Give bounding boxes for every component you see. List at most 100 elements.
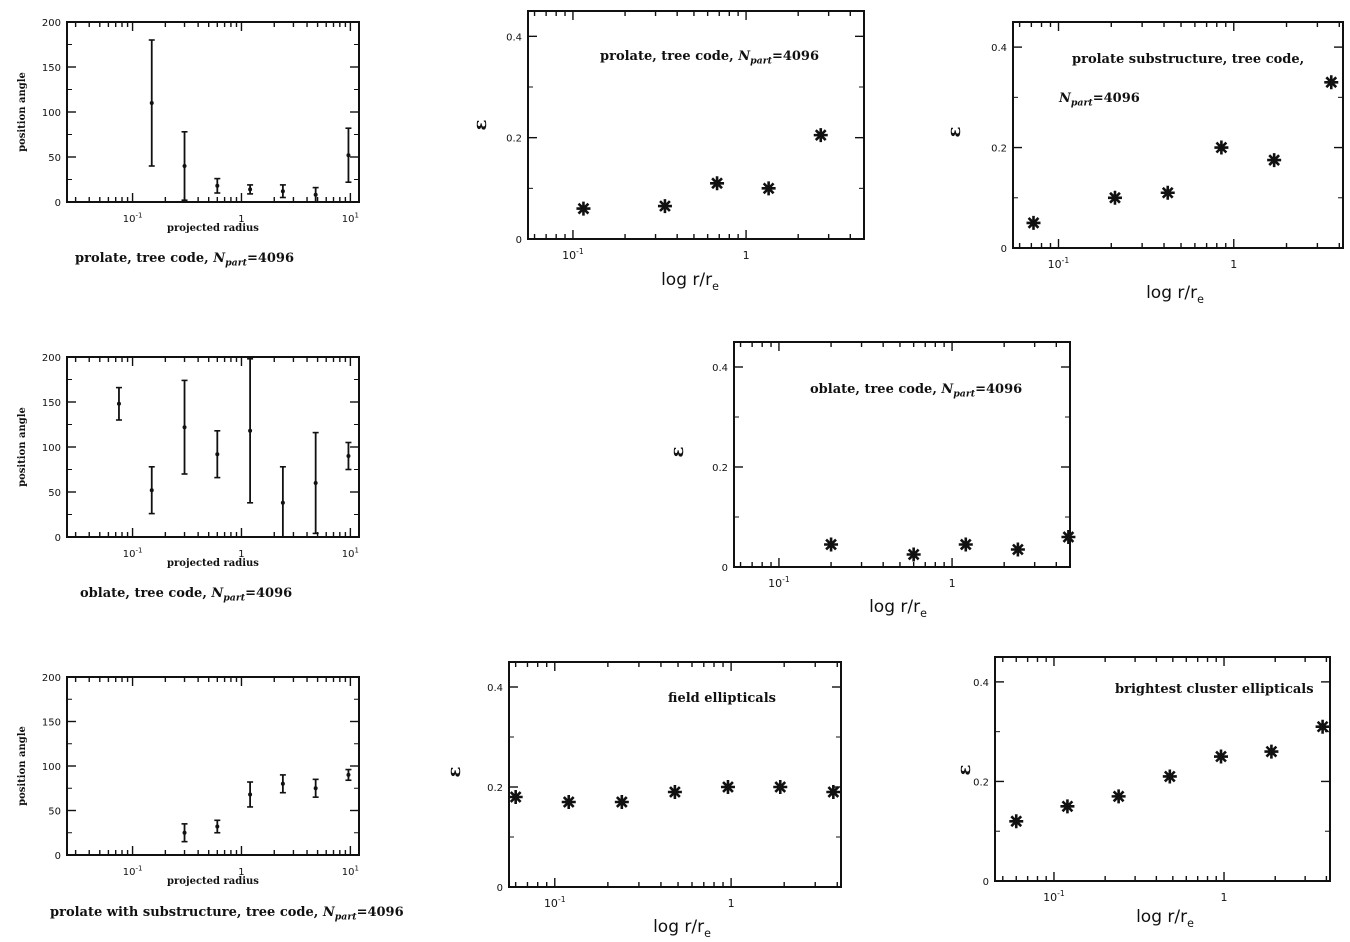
panel-caption: oblate, tree code, Npart=4096 (80, 586, 292, 604)
panel-annotation: prolate substructure, tree code, (1072, 52, 1304, 67)
data-point-star (1162, 769, 1177, 784)
panel-4: 10-1 1 101 0 50 100 150 200 projected radius posi… (17, 353, 360, 604)
y-axis-label: position angle (17, 72, 28, 152)
plot-frame (66, 21, 360, 203)
y-tick-label: 0.4 (506, 32, 522, 43)
panel-annotation: oblate, tree code, Npart=4096 (810, 382, 1022, 400)
x-tick-label: 10-1 (768, 575, 790, 590)
panel-1: 10-1 1 101 0 50 100 150 200 projected radius posi… (17, 18, 360, 269)
plot-frame (1012, 21, 1344, 249)
y-tick-label: 50 (48, 488, 61, 499)
data-point-star (1264, 744, 1279, 759)
data-point (280, 500, 285, 505)
plot-frame (66, 676, 360, 856)
panel-7: 10-1 1 0 0.2 0.4 log r/re ε field ellipticals (444, 661, 842, 940)
data-point-star (1107, 190, 1122, 205)
x-tick-label: 1 (728, 897, 735, 910)
y-tick-label: 0.4 (487, 683, 503, 694)
data-point-star (1026, 215, 1041, 230)
data-point-star (576, 201, 591, 216)
data-point (346, 772, 351, 777)
y-tick-label: 0 (55, 851, 61, 862)
data-point-star (906, 547, 921, 562)
plot-frame (994, 656, 1331, 882)
x-tick-label: 1 (238, 214, 244, 225)
data-point-star (1214, 140, 1229, 155)
y-tick-label: 0.2 (991, 144, 1007, 155)
data-point-star (826, 785, 841, 799)
data-point (313, 192, 318, 197)
x-axis-label: log r/re (869, 597, 927, 620)
y-axis-label: ε (667, 447, 688, 458)
y-tick-label: 200 (42, 353, 61, 364)
y-tick-label: 0 (497, 883, 503, 894)
y-tick-label: 0 (55, 198, 61, 209)
panel-2: 10-1 1 0 0.2 0.4 log r/re ε prolate, tree code,… (470, 10, 865, 293)
data-point (215, 452, 220, 457)
panel-5: 10-1 1 0 0.2 0.4 log r/re ε oblate, tree code, … (667, 341, 1076, 620)
data-point (182, 164, 187, 168)
data-point-star (824, 537, 839, 552)
y-tick-label: 0.2 (712, 463, 728, 474)
y-axis-label: ε (444, 767, 465, 778)
y-axis-label: position angle (17, 407, 28, 487)
data-point-star (1061, 530, 1076, 544)
data-point (313, 481, 318, 485)
y-tick-label: 0.4 (973, 678, 989, 689)
x-tick-label: 10-1 (1048, 256, 1070, 271)
data-point-star (1315, 719, 1330, 734)
panel-6: 10-1 1 101 0 50 100 150 200 projected radius posi… (17, 673, 404, 923)
x-axis-label: log r/re (1146, 283, 1204, 306)
y-tick-label: 0 (722, 563, 728, 574)
y-tick-label: 100 (42, 762, 61, 773)
data-point (280, 781, 285, 786)
x-axis-label: projected radius (167, 223, 259, 234)
y-tick-label: 0 (1001, 244, 1007, 255)
data-point (149, 101, 154, 105)
x-tick-label: 1 (1221, 891, 1228, 904)
plot-frame (527, 10, 865, 240)
data-point-star (1111, 789, 1126, 804)
y-tick-label: 150 (42, 63, 61, 74)
plot-frame (508, 661, 842, 888)
x-axis-label: projected radius (167, 876, 259, 887)
panel-8: 10-1 1 0 0.2 0.4 log r/re ε brightest cluster e… (954, 656, 1331, 930)
data-point (149, 488, 154, 493)
x-tick-label: 10-1 (1043, 889, 1065, 904)
x-axis-label: log r/re (653, 917, 711, 940)
data-point (182, 425, 187, 430)
y-tick-label: 0.2 (973, 777, 989, 788)
data-point (248, 428, 253, 433)
x-axis-label: log r/re (661, 270, 719, 293)
y-tick-label: 200 (42, 18, 61, 29)
y-tick-label: 150 (42, 398, 61, 409)
data-point-star (1324, 75, 1339, 90)
data-point-star (773, 780, 788, 794)
y-tick-label: 0.4 (712, 363, 728, 374)
data-point-star (657, 199, 672, 214)
y-tick-label: 0.2 (506, 134, 522, 145)
y-tick-label: 50 (48, 153, 61, 164)
x-tick-label: 10-1 (544, 895, 566, 910)
data-point (215, 183, 220, 188)
data-point-star (1214, 749, 1228, 764)
panel-3: 10-1 1 0 0.2 0.4 log r/re ε prolate substructur… (944, 21, 1344, 306)
y-tick-label: 0 (983, 877, 989, 888)
data-point-star (667, 785, 682, 799)
data-point-star (1267, 153, 1282, 168)
data-point (346, 454, 351, 458)
y-tick-label: 0.4 (991, 43, 1007, 54)
x-axis-label: log r/re (1136, 907, 1194, 930)
panel-annotation: field ellipticals (668, 691, 776, 706)
x-tick-label: 1 (238, 549, 244, 560)
y-tick-label: 0.2 (487, 783, 503, 794)
y-tick-label: 50 (48, 807, 61, 818)
data-point-star (958, 537, 973, 552)
x-tick-label: 10-1 (123, 865, 143, 879)
x-tick-label: 10-1 (562, 247, 584, 262)
data-point (248, 187, 253, 192)
x-tick-label: 10-1 (123, 547, 143, 561)
y-tick-label: 200 (42, 673, 61, 684)
y-axis-label: ε (944, 127, 965, 138)
